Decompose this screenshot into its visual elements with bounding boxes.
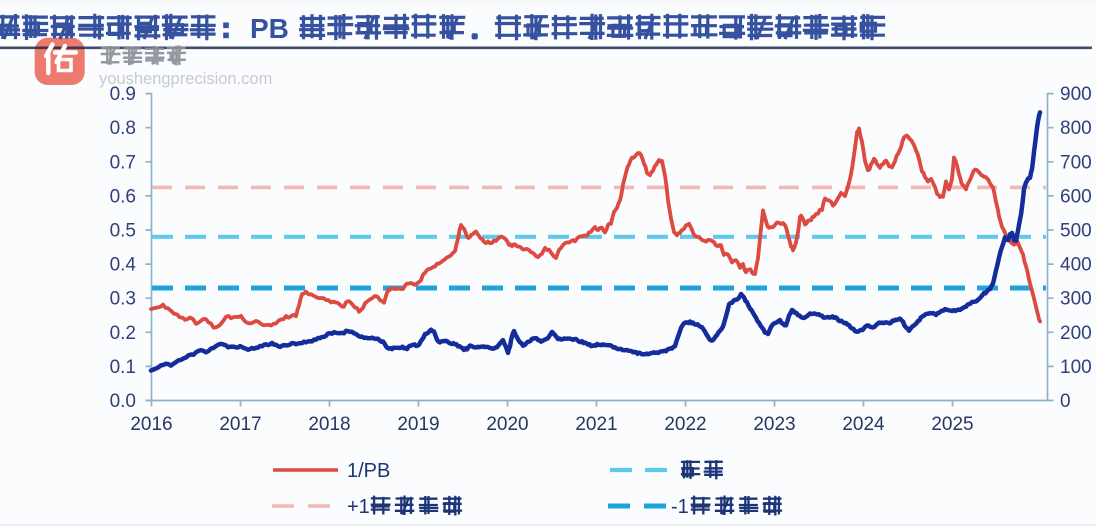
svg-text:200: 200 xyxy=(1060,323,1092,344)
svg-text:600: 600 xyxy=(1060,186,1092,207)
svg-text:2016: 2016 xyxy=(130,414,172,435)
svg-text:PB: PB xyxy=(250,13,289,44)
svg-text:700: 700 xyxy=(1060,152,1092,173)
svg-text:2023: 2023 xyxy=(753,414,795,435)
svg-text:0.9: 0.9 xyxy=(110,84,136,105)
svg-text:500: 500 xyxy=(1060,221,1092,242)
svg-text:0.2: 0.2 xyxy=(110,323,136,344)
svg-text:0.1: 0.1 xyxy=(110,357,136,378)
svg-text:0.4: 0.4 xyxy=(110,255,137,276)
svg-text:800: 800 xyxy=(1060,118,1092,139)
svg-text:2018: 2018 xyxy=(308,414,350,435)
svg-text:0: 0 xyxy=(1060,391,1071,412)
svg-text:0.0: 0.0 xyxy=(110,391,136,412)
svg-text:0.6: 0.6 xyxy=(110,186,136,207)
svg-text:0.8: 0.8 xyxy=(110,118,136,139)
svg-text:300: 300 xyxy=(1060,289,1092,310)
svg-text:100: 100 xyxy=(1060,357,1092,378)
svg-text:0.3: 0.3 xyxy=(110,289,136,310)
svg-text:2022: 2022 xyxy=(664,414,706,435)
svg-text:400: 400 xyxy=(1060,255,1092,276)
svg-text:2020: 2020 xyxy=(486,414,528,435)
svg-text:2025: 2025 xyxy=(931,414,973,435)
svg-text:2024: 2024 xyxy=(842,414,885,435)
svg-text:2021: 2021 xyxy=(575,414,617,435)
svg-text:youshengprecision.com: youshengprecision.com xyxy=(99,70,272,88)
svg-text:+1: +1 xyxy=(347,496,370,518)
svg-text:0.7: 0.7 xyxy=(110,152,136,173)
svg-text:2017: 2017 xyxy=(219,414,261,435)
svg-text:1/PB: 1/PB xyxy=(347,460,390,482)
svg-text:0.5: 0.5 xyxy=(110,221,136,242)
svg-text:900: 900 xyxy=(1060,84,1092,105)
svg-text:2019: 2019 xyxy=(397,414,439,435)
svg-text:-1: -1 xyxy=(671,496,689,518)
